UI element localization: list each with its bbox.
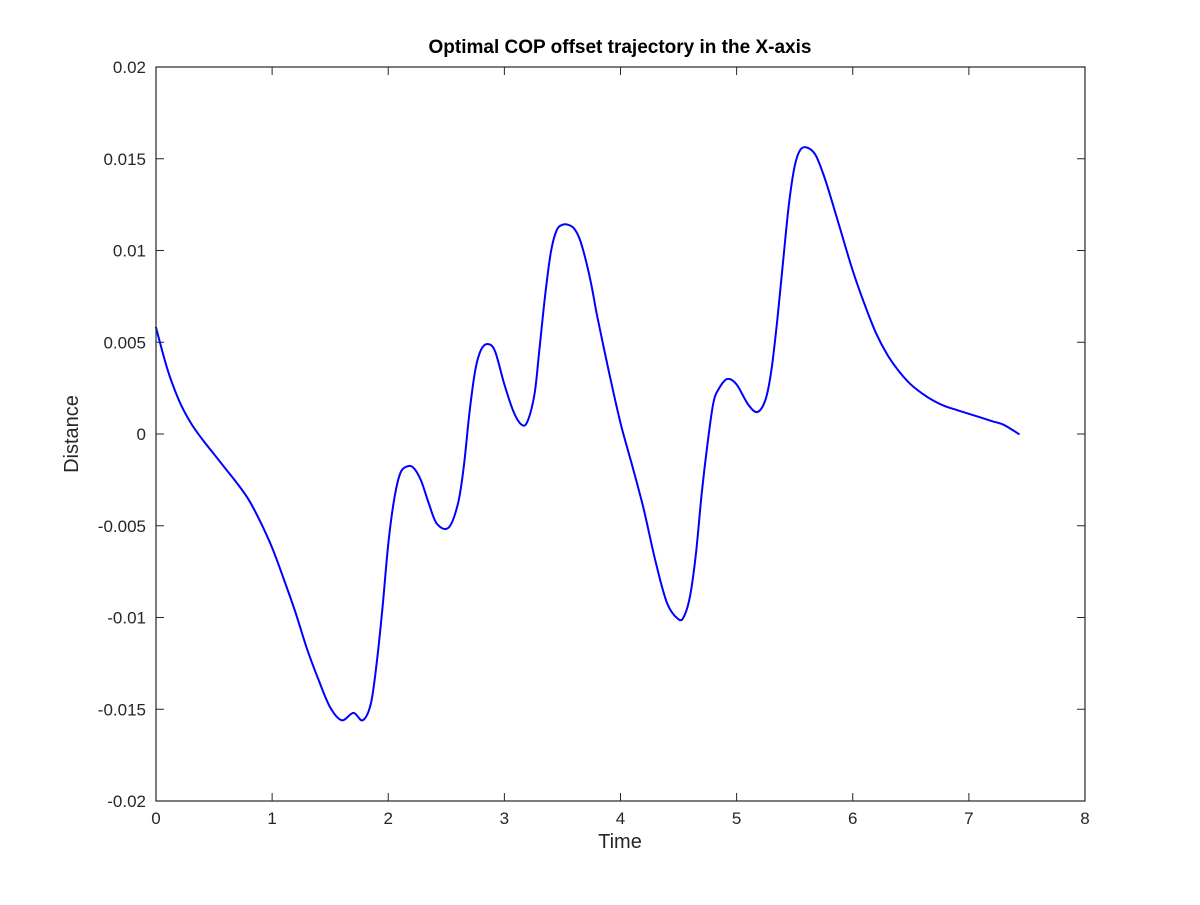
chart-title: Optimal COP offset trajectory in the X-a… bbox=[429, 37, 812, 58]
y-tick-label: 0.02 bbox=[113, 58, 146, 77]
x-tick-label: 0 bbox=[151, 809, 160, 828]
x-tick-label: 5 bbox=[732, 809, 741, 828]
x-tick-label: 6 bbox=[848, 809, 857, 828]
x-tick-label: 3 bbox=[500, 809, 509, 828]
series-line-0 bbox=[155, 146, 1020, 722]
x-tick-label: 7 bbox=[964, 809, 973, 828]
tick-labels: 0 1 2 3 4 5 6 7 8 -0.02 -0.015 -0.01 -0.005 0 0.005 0.0… bbox=[98, 58, 1090, 828]
y-tick-label: 0.01 bbox=[113, 242, 146, 261]
x-tick-label: 2 bbox=[384, 809, 393, 828]
y-tick-label: 0 bbox=[137, 425, 146, 444]
y-tick-label: 0.015 bbox=[103, 150, 146, 169]
y-tick-label: -0.02 bbox=[107, 792, 146, 811]
series-layer bbox=[155, 146, 1020, 722]
y-tick-label: -0.005 bbox=[98, 517, 146, 536]
y-tick-label: 0.005 bbox=[103, 333, 146, 352]
x-tick-label: 1 bbox=[267, 809, 276, 828]
x-axis-label: Time bbox=[598, 831, 642, 853]
axes-frame bbox=[155, 66, 1086, 802]
y-tick-label: -0.015 bbox=[98, 700, 146, 719]
y-axis-label: Distance bbox=[61, 395, 83, 473]
x-tick-label: 4 bbox=[616, 809, 625, 828]
y-tick-label: -0.01 bbox=[107, 609, 146, 628]
x-tick-label: 8 bbox=[1080, 809, 1089, 828]
plot-area bbox=[156, 67, 1085, 801]
